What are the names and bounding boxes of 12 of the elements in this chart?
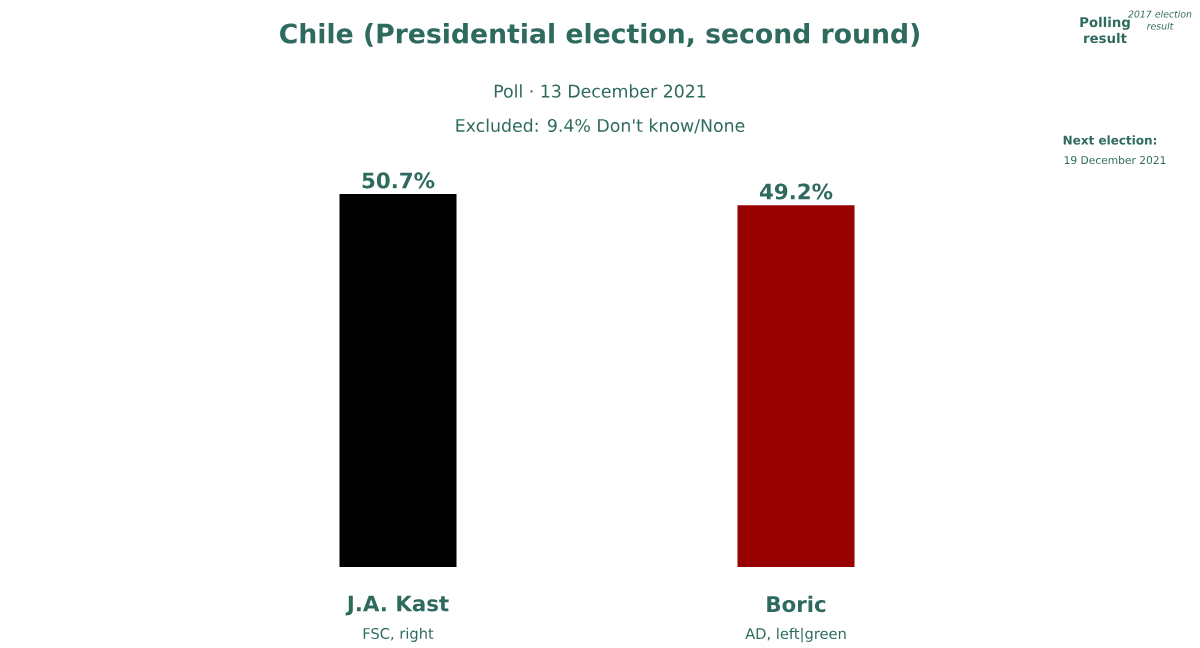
text: FSC, right <box>363 627 434 642</box>
text: Polling result <box>1080 16 1130 44</box>
data-label: 50.7% <box>362 172 435 189</box>
chart-title: Chile (Presidential election, second round) <box>280 22 919 48</box>
text: Next election: <box>1063 135 1157 145</box>
text: AD, left|green <box>745 627 846 643</box>
text: 19 December 2021 <box>1064 155 1166 165</box>
data-label: 49.2% <box>759 183 833 200</box>
x-tick-label: J.A. Kast <box>345 595 449 616</box>
x-tick-label: Boric <box>767 595 826 613</box>
text: Excluded: 9.4% Don't know/None <box>456 118 745 134</box>
chart-subtitle: Poll · 13 December 2021 <box>494 84 706 98</box>
